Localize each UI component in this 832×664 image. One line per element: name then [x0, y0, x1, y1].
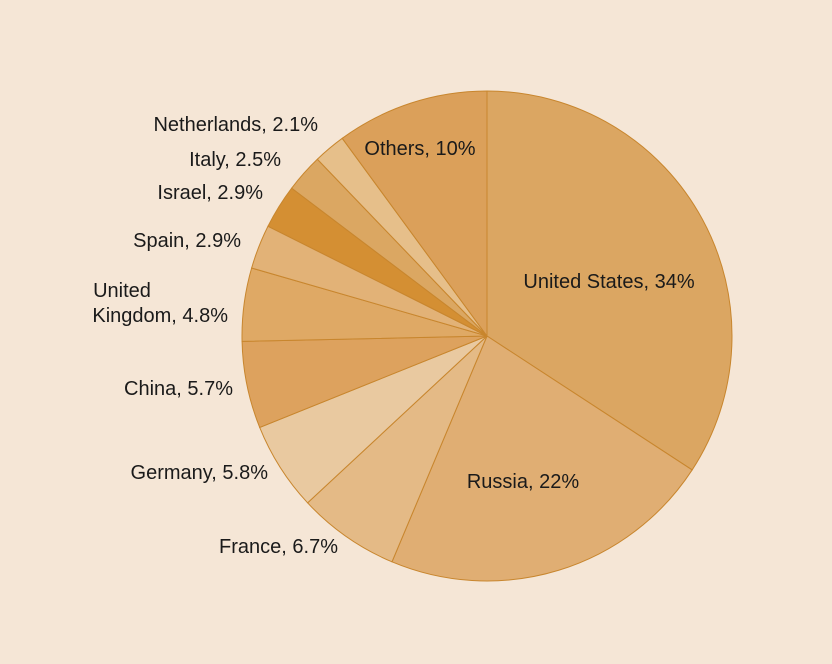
- slice-label: United Kingdom, 4.8%: [92, 280, 228, 327]
- slice-label: China, 5.7%: [124, 378, 233, 400]
- pie-slice: [486, 90, 733, 471]
- slice-label-line: United: [93, 280, 151, 302]
- slice-label: Netherlands, 2.1%: [153, 114, 318, 136]
- slice-label: Spain, 2.9%: [133, 230, 241, 252]
- slice-label: Others, 10%: [364, 138, 475, 160]
- slice-label: Israel, 2.9%: [157, 182, 263, 204]
- slice-label: Russia, 22%: [467, 471, 579, 493]
- slice-label: France, 6.7%: [219, 536, 338, 558]
- slice-label: Italy, 2.5%: [189, 149, 281, 171]
- pie-slice: [391, 335, 693, 582]
- slice-label-line: Kingdom, 4.8%: [92, 305, 228, 327]
- slice-label: United States, 34%: [523, 271, 694, 293]
- pie-slices: [241, 90, 733, 582]
- pie-labels: United States, 34% Russia, 22% France, 6.7…: [92, 114, 694, 558]
- pie-slice: [341, 90, 488, 338]
- slice-label: Germany, 5.8%: [131, 462, 269, 484]
